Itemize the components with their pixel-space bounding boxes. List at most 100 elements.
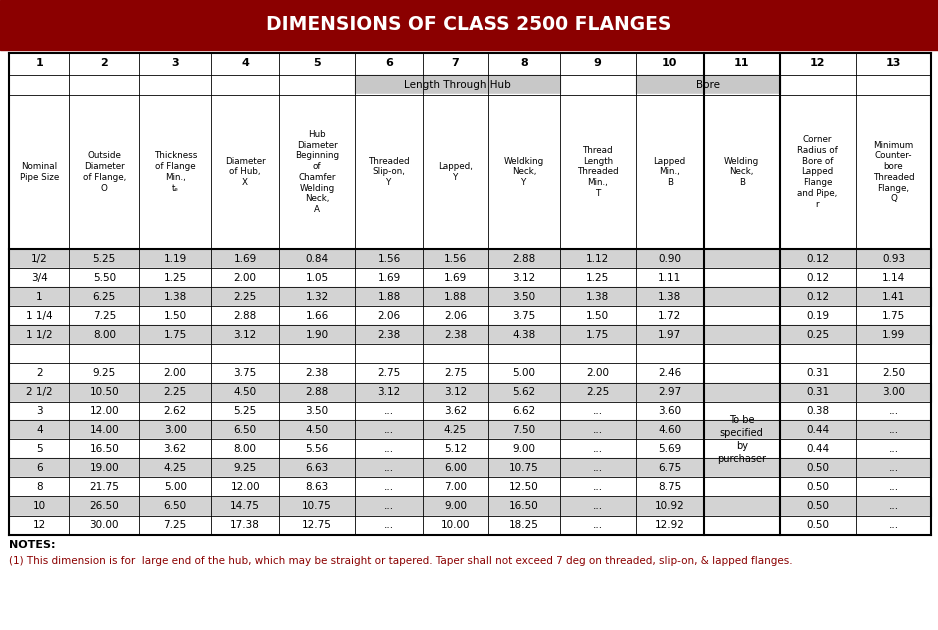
Text: 30.00: 30.00 (89, 520, 119, 530)
Text: Thread
Length
Threaded
Min.,
T: Thread Length Threaded Min., T (577, 146, 618, 198)
Text: 2.06: 2.06 (444, 311, 467, 321)
Text: 3.00: 3.00 (164, 425, 187, 435)
Text: Threaded
Slip-on,
Y: Threaded Slip-on, Y (369, 157, 410, 187)
Text: ...: ... (593, 444, 603, 454)
Text: ...: ... (384, 463, 394, 473)
Text: 14.00: 14.00 (89, 425, 119, 435)
Text: ...: ... (888, 482, 899, 492)
Text: 8.00: 8.00 (93, 330, 115, 340)
Text: 1.69: 1.69 (234, 254, 257, 264)
Text: Weldking
Neck,
Y: Weldking Neck, Y (504, 157, 544, 187)
Text: 2.38: 2.38 (306, 368, 328, 378)
Text: 3.12: 3.12 (444, 387, 467, 397)
Text: Thickness
of Flange
Min.,
tₑ: Thickness of Flange Min., tₑ (154, 151, 197, 193)
Text: Nominal
Pipe Size: Nominal Pipe Size (20, 162, 59, 182)
Text: 13: 13 (885, 59, 901, 69)
Text: 1.88: 1.88 (444, 292, 467, 302)
Text: 6: 6 (36, 463, 42, 473)
Text: 26.50: 26.50 (89, 501, 119, 511)
Text: Lapped,
Y: Lapped, Y (438, 162, 473, 182)
Text: 10.75: 10.75 (302, 501, 332, 511)
Text: 2.88: 2.88 (234, 311, 257, 321)
Bar (9, 74, 931, 94)
Text: 6.50: 6.50 (234, 425, 257, 435)
Text: 1.38: 1.38 (658, 292, 681, 302)
Text: 1.14: 1.14 (882, 273, 905, 283)
Text: ...: ... (593, 520, 603, 530)
Text: 17.38: 17.38 (230, 520, 260, 530)
Text: ...: ... (593, 425, 603, 435)
Text: ...: ... (593, 482, 603, 492)
Text: 1.19: 1.19 (163, 254, 187, 264)
Text: 3: 3 (172, 59, 179, 69)
Text: 0.93: 0.93 (882, 254, 905, 264)
Bar (355, 74, 560, 94)
Text: 2.75: 2.75 (377, 368, 401, 378)
Text: 2.88: 2.88 (512, 254, 536, 264)
Bar (9, 496, 931, 515)
Text: 8: 8 (520, 59, 528, 69)
Text: 0.50: 0.50 (806, 520, 829, 530)
Bar (9, 249, 931, 268)
Text: 1.88: 1.88 (377, 292, 401, 302)
Text: 5.00: 5.00 (164, 482, 187, 492)
Text: 1 1/4: 1 1/4 (26, 311, 53, 321)
Text: 5.56: 5.56 (306, 444, 328, 454)
Text: 1.72: 1.72 (658, 311, 681, 321)
Text: 9: 9 (594, 59, 601, 69)
Text: 1.56: 1.56 (377, 254, 401, 264)
Text: 0.50: 0.50 (806, 482, 829, 492)
Text: 2.06: 2.06 (377, 311, 401, 321)
Text: 4.25: 4.25 (163, 463, 187, 473)
Text: 1.12: 1.12 (586, 254, 610, 264)
Text: 1.50: 1.50 (163, 311, 187, 321)
Text: 8.63: 8.63 (306, 482, 328, 492)
Text: 11: 11 (734, 59, 749, 69)
Text: 5: 5 (36, 444, 42, 454)
Text: (1) This dimension is for  large end of the hub, which may be straight or tapere: (1) This dimension is for large end of t… (9, 556, 793, 566)
Text: 10.75: 10.75 (509, 463, 538, 473)
Text: 1 1/2: 1 1/2 (26, 330, 53, 340)
Text: 12: 12 (809, 59, 825, 69)
Text: 3.50: 3.50 (512, 292, 536, 302)
Bar (9, 307, 931, 326)
Text: 4.50: 4.50 (234, 387, 257, 397)
Text: ...: ... (888, 501, 899, 511)
Text: 1.38: 1.38 (163, 292, 187, 302)
Text: 18.25: 18.25 (509, 520, 538, 530)
Text: 1.69: 1.69 (377, 273, 401, 283)
Text: Lapped
Min.,
B: Lapped Min., B (654, 157, 686, 187)
Text: Bore: Bore (696, 79, 719, 89)
Text: 2.00: 2.00 (164, 368, 187, 378)
Bar (9, 268, 931, 287)
Text: 6.75: 6.75 (658, 463, 681, 473)
Text: 2.50: 2.50 (882, 368, 905, 378)
Text: 12.00: 12.00 (231, 482, 260, 492)
Text: 6.00: 6.00 (444, 463, 467, 473)
Text: ...: ... (593, 406, 603, 416)
Text: 8.75: 8.75 (658, 482, 681, 492)
Text: 16.50: 16.50 (509, 501, 538, 511)
Text: 2.00: 2.00 (234, 273, 257, 283)
Text: 5.25: 5.25 (234, 406, 257, 416)
Bar (0, 0, 938, 50)
Text: 3.62: 3.62 (444, 406, 467, 416)
Text: 14.75: 14.75 (230, 501, 260, 511)
Text: 5.00: 5.00 (512, 368, 536, 378)
Text: 2.88: 2.88 (306, 387, 328, 397)
Text: 3.62: 3.62 (163, 444, 187, 454)
Text: 1.90: 1.90 (306, 330, 328, 340)
Text: ...: ... (384, 406, 394, 416)
Text: 3.75: 3.75 (234, 368, 257, 378)
Text: 2.38: 2.38 (444, 330, 467, 340)
Text: 3.12: 3.12 (377, 387, 401, 397)
Text: ...: ... (384, 501, 394, 511)
Text: 2.38: 2.38 (377, 330, 401, 340)
Text: 7.25: 7.25 (93, 311, 116, 321)
Bar (9, 364, 931, 382)
Text: 0.12: 0.12 (806, 273, 829, 283)
Text: 21.75: 21.75 (89, 482, 119, 492)
Text: 16.50: 16.50 (89, 444, 119, 454)
Text: 7.25: 7.25 (163, 520, 187, 530)
Bar (9, 52, 931, 74)
